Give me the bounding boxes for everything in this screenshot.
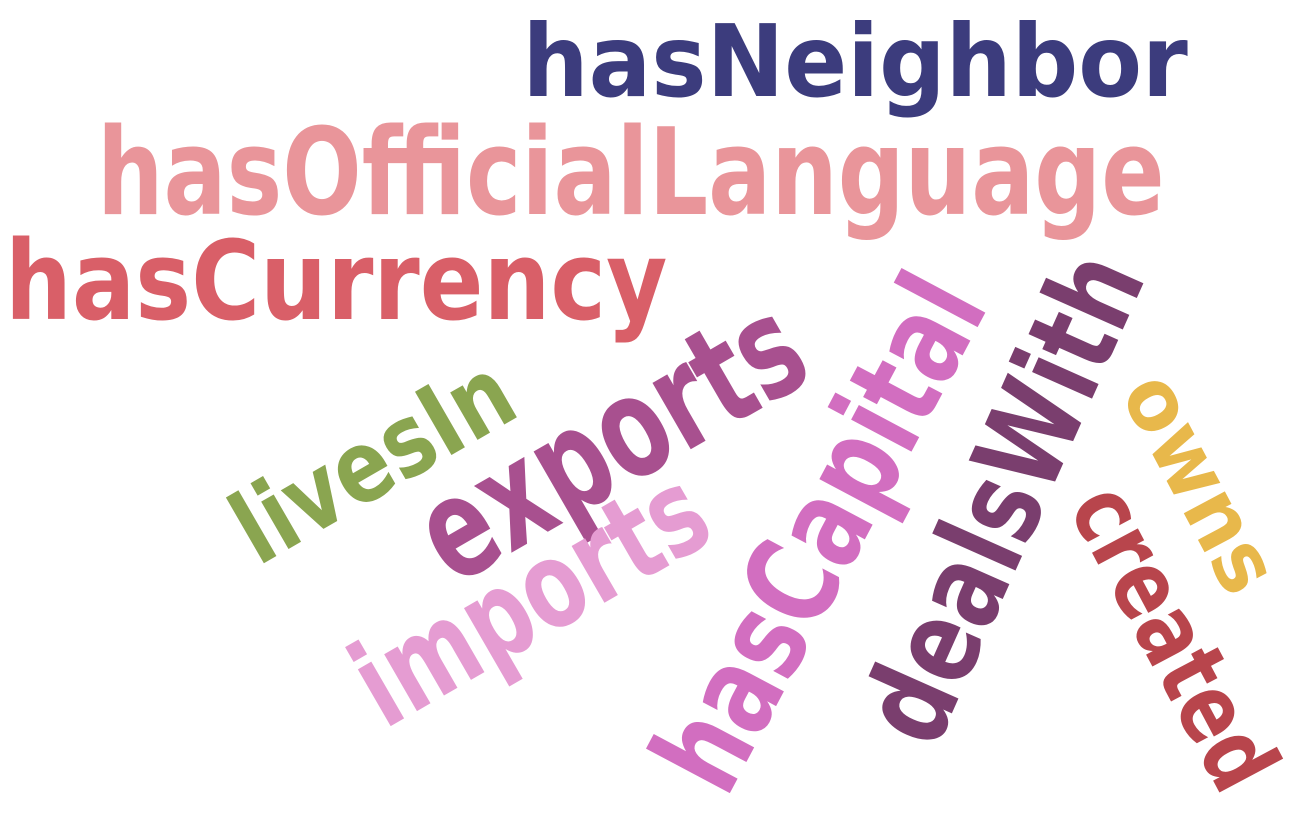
word-has-currency: hasCurrency [5, 217, 668, 345]
word-has-neighbor: hasNeighbor [522, 3, 1188, 120]
word-has-official-language: hasOfficialLanguage [97, 104, 1165, 243]
